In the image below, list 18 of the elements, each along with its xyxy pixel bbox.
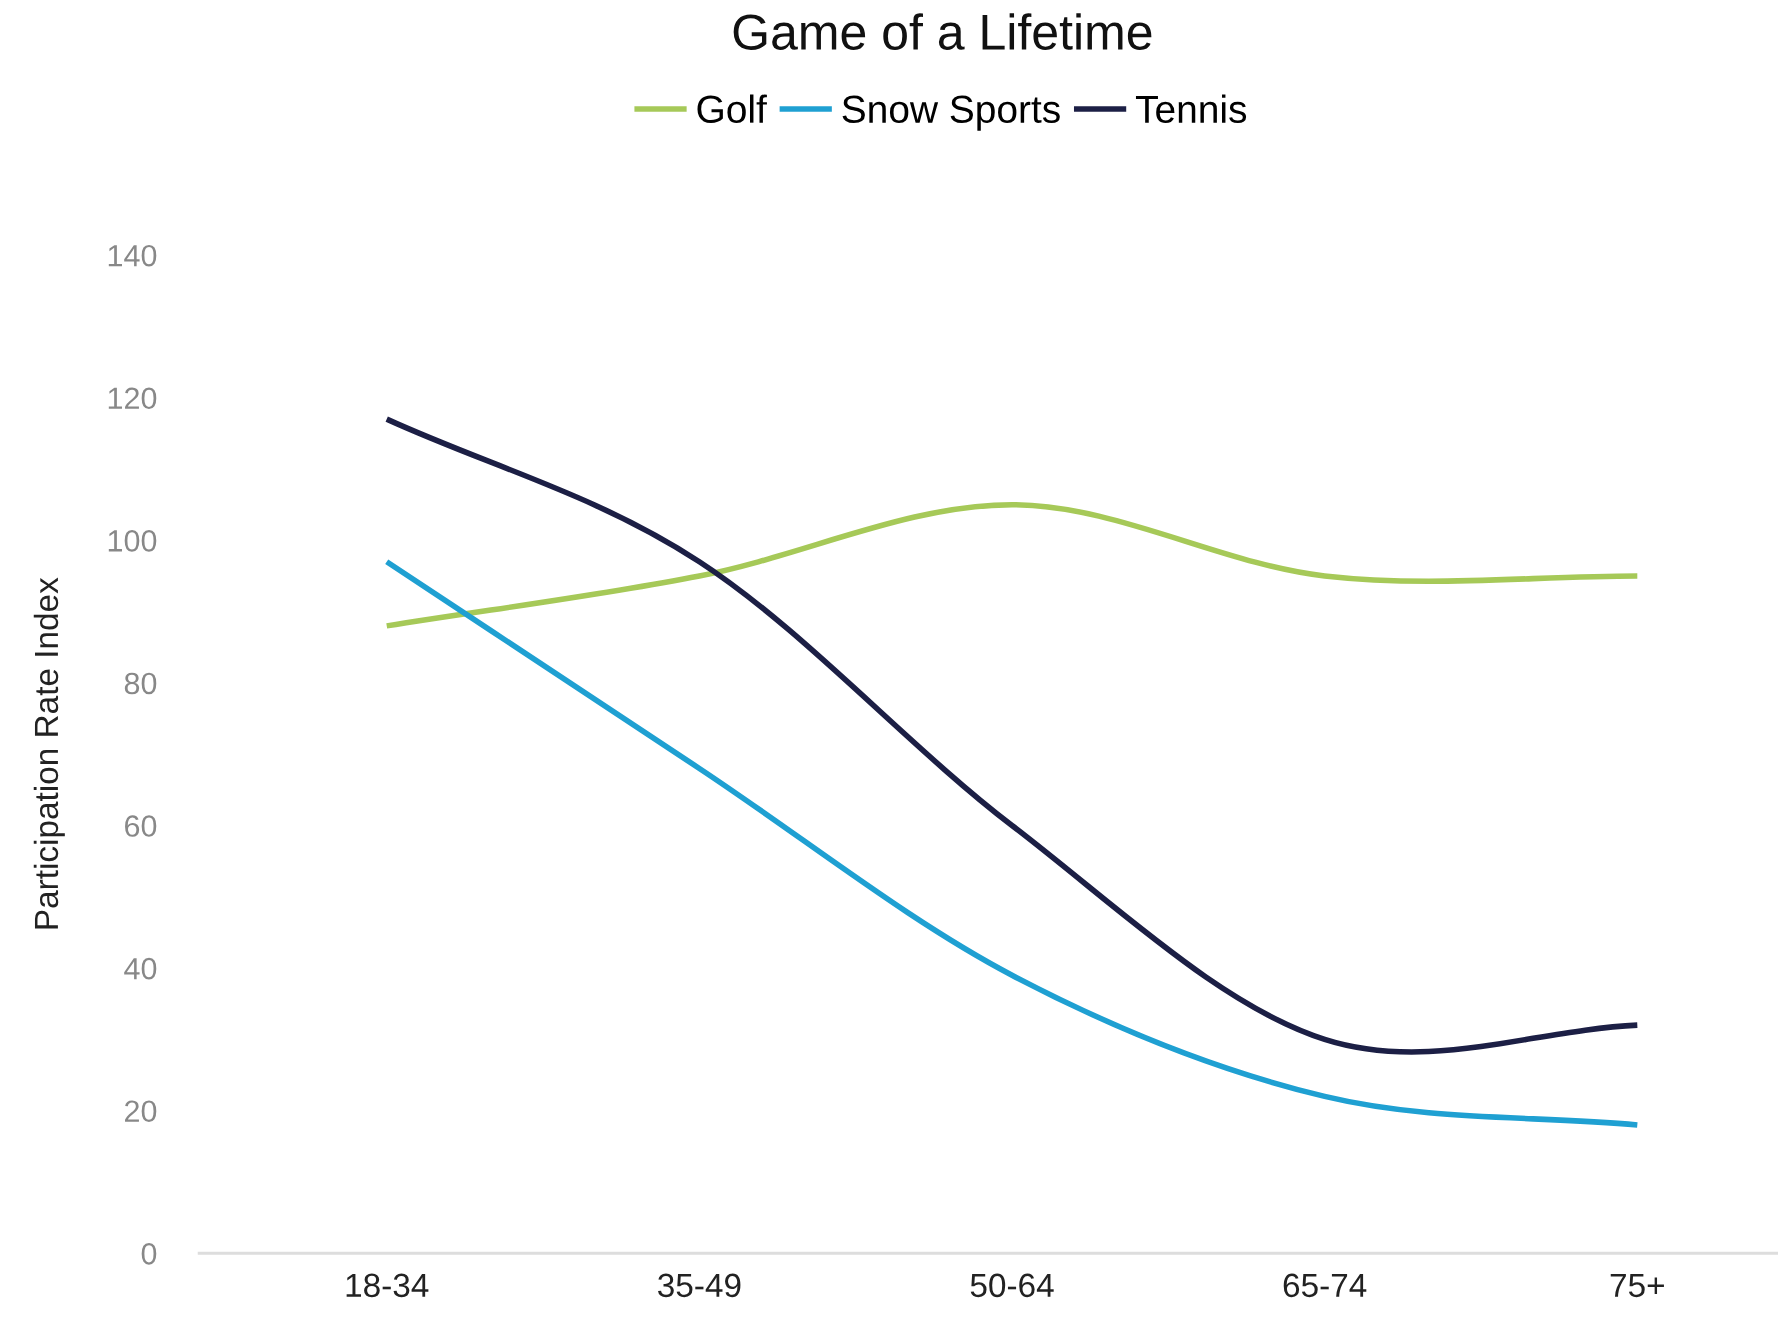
y-tick-label: 140 <box>108 244 157 267</box>
x-tick-label: 35-49 <box>658 1273 741 1298</box>
x-tick-label: 65-74 <box>1283 1273 1367 1298</box>
y-tick-label: 60 <box>125 815 157 837</box>
y-tick-label: 120 <box>108 387 157 410</box>
y-tick-label: 0 <box>141 1242 157 1265</box>
x-tick-label: 18-34 <box>346 1273 429 1298</box>
legend-label: Golf <box>697 94 767 124</box>
y-axis-title: Participation Rate Index <box>33 577 65 929</box>
y-tick-label: 40 <box>124 957 157 980</box>
legend-label: Snow Sports <box>842 95 1060 131</box>
y-tick-label: 80 <box>124 672 157 695</box>
y-tick-label: 20 <box>125 1100 157 1123</box>
y-tick-label: 100 <box>108 530 157 552</box>
x-tick-label: 75+ <box>1610 1273 1664 1298</box>
legend-label: Tennis <box>1135 94 1247 124</box>
x-tick-label: 50-64 <box>970 1273 1054 1298</box>
chart-title: Game of a Lifetime <box>733 13 1152 50</box>
